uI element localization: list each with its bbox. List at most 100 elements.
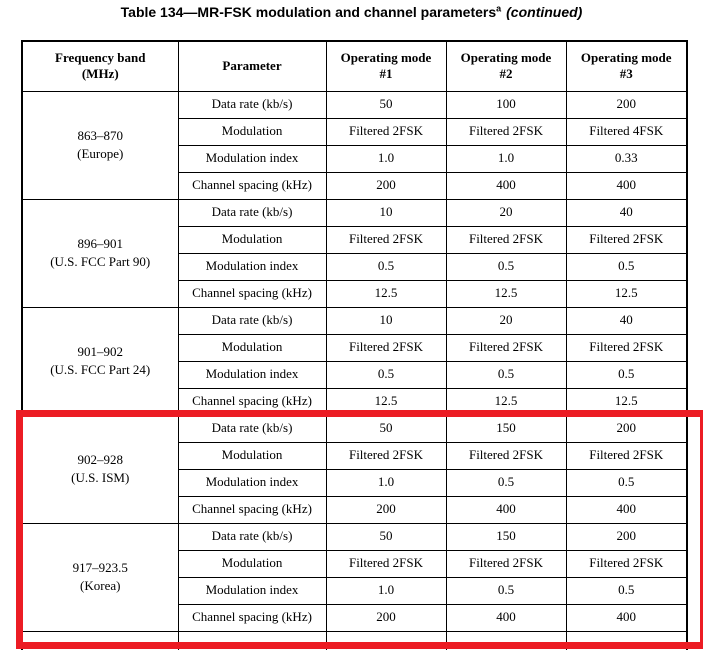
frequency-band-cell: 917–923.5 (Korea) (21, 522, 179, 632)
table-row: Modulation index 0.5 0.5 0.5 (22, 360, 688, 389)
header-cell-operating-mode-1: Operating mode #1 (325, 40, 447, 92)
value-cell: 0.5 (565, 252, 688, 281)
header-text: (MHz) (81, 66, 119, 82)
value-cell: 0.33 (565, 144, 688, 173)
table-row: 896–901 (U.S. FCC Part 90) Data rate (kb/s… (21, 198, 688, 308)
parameter-cell: Modulation (177, 441, 327, 470)
header-text: Operating mode (340, 50, 432, 65)
frequency-band-range: 896–901 (77, 236, 124, 252)
header-text: #2 (499, 66, 513, 82)
parameters-table: Frequency band (MHz) Parameter Operating… (21, 40, 688, 650)
partial-cell (445, 630, 567, 650)
value-cell: 400 (445, 603, 567, 632)
header-text: Frequency band (55, 50, 146, 65)
frequency-band-cell: 863–870 (Europe) (21, 90, 179, 200)
value-cell: 12.5 (445, 279, 567, 308)
header-text: #3 (619, 66, 633, 82)
parameter-cell: Modulation (177, 225, 327, 254)
value-cell: 200 (325, 495, 447, 524)
table-body: 863–870 (Europe) Data rate (kb/s) 50 100 200 M… (21, 90, 688, 650)
partial-cell (21, 630, 179, 650)
partial-cell (177, 630, 327, 650)
header-cell-frequency-band: Frequency band (MHz) (21, 40, 179, 92)
parameter-cell: Modulation (177, 117, 327, 146)
frequency-band-range: 902–928 (77, 452, 124, 468)
table-row: Modulation index 0.5 0.5 0.5 (22, 252, 688, 281)
table-row: 863–870 (Europe) Data rate (kb/s) 50 100 200 (21, 90, 688, 200)
value-cell: Filtered 2FSK (325, 549, 447, 578)
value-cell: Filtered 2FSK (325, 225, 447, 254)
value-cell: 20 (445, 198, 567, 227)
frequency-band-region: (Europe) (77, 146, 124, 161)
value-cell: 12.5 (445, 387, 567, 416)
header-cell-operating-mode-2: Operating mode #2 (445, 40, 567, 92)
parameter-cell: Channel spacing (kHz) (177, 279, 327, 308)
value-cell: Filtered 2FSK (325, 117, 447, 146)
value-cell: 100 (445, 90, 567, 119)
table-row: Modulation Filtered 2FSK Filtered 2FSK Filt… (22, 225, 688, 254)
header-text: Operating mode (460, 50, 552, 65)
value-cell: 0.5 (325, 360, 447, 389)
value-cell: Filtered 2FSK (445, 225, 567, 254)
header-text: Operating mode (580, 50, 672, 65)
header-cell-operating-mode-3: Operating mode #3 (565, 40, 688, 92)
frequency-band-region: (U.S. ISM) (71, 470, 130, 485)
value-cell: Filtered 2FSK (565, 225, 688, 254)
frequency-band-cell: 902–928 (U.S. ISM) (21, 414, 179, 524)
value-cell: 150 (445, 414, 567, 443)
value-cell: 10 (325, 198, 447, 227)
value-cell: 0.5 (325, 252, 447, 281)
value-cell: Filtered 2FSK (445, 549, 567, 578)
value-cell: 150 (445, 522, 567, 551)
value-cell: Filtered 2FSK (445, 117, 567, 146)
continued-label: (continued) (506, 4, 583, 20)
parameter-cell: Modulation (177, 333, 327, 362)
frequency-band-range: 901–902 (77, 344, 124, 360)
parameter-cell: Data rate (kb/s) (177, 90, 327, 119)
value-cell: 50 (325, 90, 447, 119)
value-cell: 0.5 (565, 360, 688, 389)
table-row: Modulation Filtered 2FSK Filtered 2FSK Filt… (22, 117, 688, 146)
parameter-cell: Data rate (kb/s) (177, 414, 327, 443)
value-cell: Filtered 2FSK (325, 441, 447, 470)
value-cell: Filtered 2FSK (565, 549, 688, 578)
value-cell: 400 (565, 171, 688, 200)
value-cell: Filtered 2FSK (445, 441, 567, 470)
header-text: Parameter (222, 58, 282, 74)
header-cell-parameter: Parameter (177, 40, 327, 92)
partial-next-row (21, 630, 688, 650)
value-cell: 20 (445, 306, 567, 335)
parameter-cell: Modulation index (177, 360, 327, 389)
parameter-cell: Modulation (177, 549, 327, 578)
value-cell: 0.5 (565, 468, 688, 497)
value-cell: Filtered 2FSK (565, 441, 688, 470)
parameter-cell: Modulation index (177, 252, 327, 281)
frequency-band-region: (Korea) (80, 578, 121, 593)
value-cell: Filtered 4FSK (565, 117, 688, 146)
value-cell: 0.5 (565, 576, 688, 605)
parameter-cell: Channel spacing (kHz) (177, 387, 327, 416)
value-cell: 0.5 (445, 576, 567, 605)
value-cell: 1.0 (325, 144, 447, 173)
value-cell: Filtered 2FSK (325, 333, 447, 362)
frequency-band-region: (U.S. FCC Part 90) (50, 254, 151, 269)
header-text: #1 (379, 66, 393, 82)
value-cell: 0.5 (445, 468, 567, 497)
value-cell: 10 (325, 306, 447, 335)
parameter-cell: Channel spacing (kHz) (177, 171, 327, 200)
value-cell: 1.0 (445, 144, 567, 173)
table-row: Modulation index 1.0 1.0 0.33 (22, 144, 688, 173)
value-cell: 12.5 (325, 279, 447, 308)
value-cell: 12.5 (325, 387, 447, 416)
table-row: Modulation index 1.0 0.5 0.5 (22, 468, 688, 497)
value-cell: 200 (325, 171, 447, 200)
parameter-cell: Modulation index (177, 144, 327, 173)
value-cell: 12.5 (565, 387, 688, 416)
value-cell: 1.0 (325, 576, 447, 605)
parameter-cell: Data rate (kb/s) (177, 522, 327, 551)
value-cell: 40 (565, 198, 688, 227)
value-cell: 40 (565, 306, 688, 335)
table-row: Modulation Filtered 2FSK Filtered 2FSK Filt… (22, 549, 688, 578)
value-cell: 1.0 (325, 468, 447, 497)
